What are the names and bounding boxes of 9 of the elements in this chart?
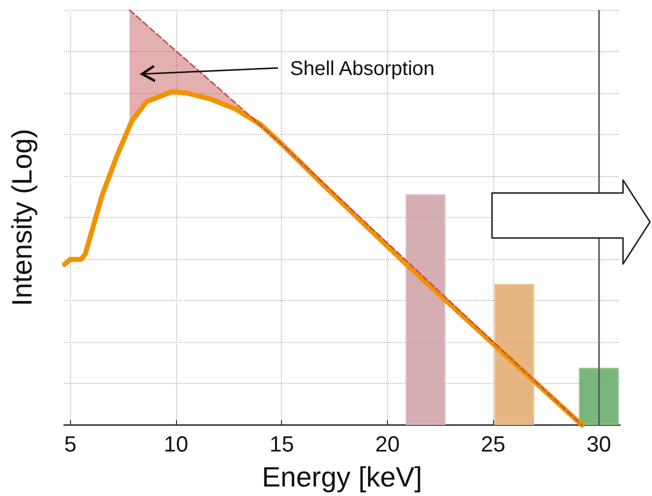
x-tick-label: 15 bbox=[270, 432, 294, 456]
y-axis-title: Intensity (Log) bbox=[6, 128, 38, 306]
x-tick-label: 30 bbox=[586, 432, 612, 456]
x-tick-label: 25 bbox=[480, 432, 506, 456]
x-tick-label: 5 bbox=[64, 432, 76, 456]
annotation: Shell Absorption bbox=[290, 58, 435, 80]
x-tick-label: 20 bbox=[375, 432, 400, 456]
x-tick-label: 10 bbox=[164, 432, 188, 456]
x-axis-title: Energy [keV] bbox=[262, 462, 422, 492]
